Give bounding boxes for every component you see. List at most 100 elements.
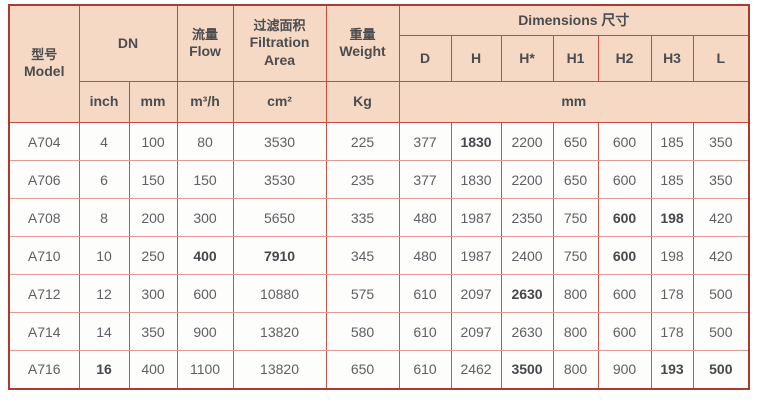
header-dimensions: Dimensions 尺寸	[398, 4, 750, 36]
cell-h: 1830	[450, 160, 502, 199]
cell-inch: 14	[78, 312, 130, 351]
cell-flow: 80	[176, 122, 234, 161]
cell-inch: 6	[78, 160, 130, 199]
header-flow-zh: 流量	[192, 26, 219, 42]
cell-h: 2097	[450, 312, 502, 351]
cell-flow: 600	[176, 274, 234, 313]
header-filtration-en2: Area	[263, 51, 296, 68]
cell-d: 480	[398, 198, 452, 237]
table-row: A708 8 200 300 5650 335 480 1987 2350 750 600 198 42…	[8, 198, 750, 237]
cell-d: 377	[398, 122, 452, 161]
cell-mm: 400	[128, 350, 178, 389]
cell-h2: 600	[597, 236, 652, 275]
cell-l: 420	[692, 198, 750, 237]
header-flow-en: Flow	[189, 42, 221, 59]
header-dim-hstar: H*	[500, 35, 554, 82]
header-dim-l: L	[692, 35, 750, 82]
cell-h_star: 2630	[500, 274, 554, 313]
cell-area: 7910	[232, 236, 327, 275]
cell-h1: 750	[552, 198, 599, 237]
cell-area: 13820	[232, 350, 327, 389]
cell-model: A712	[8, 274, 80, 313]
cell-weight: 225	[325, 122, 400, 161]
cell-h3: 178	[650, 274, 694, 313]
cell-h2: 600	[597, 198, 652, 237]
cell-h1: 800	[552, 350, 599, 389]
cell-inch: 16	[78, 350, 130, 389]
cell-flow: 900	[176, 312, 234, 351]
cell-mm: 350	[128, 312, 178, 351]
cell-inch: 8	[78, 198, 130, 237]
cell-model: A706	[8, 160, 80, 199]
cell-h3: 185	[650, 122, 694, 161]
cell-d: 480	[398, 236, 452, 275]
cell-h1: 750	[552, 236, 599, 275]
cell-h3: 185	[650, 160, 694, 199]
table-row: A704 4 100 80 3530 225 377 1830 2200 650 600 185 350	[8, 122, 750, 161]
cell-l: 500	[692, 274, 750, 313]
header-weight-zh: 重量	[349, 26, 376, 42]
cell-model: A704	[8, 122, 80, 161]
unit-area: cm²	[232, 81, 327, 123]
header-dim-d: D	[398, 35, 452, 82]
cell-inch: 10	[78, 236, 130, 275]
unit-dims-mm: mm	[398, 81, 750, 123]
cell-l: 500	[692, 312, 750, 351]
table-body: A704 4 100 80 3530 225 377 1830 2200 650 600 185 350…	[8, 122, 750, 389]
cell-weight: 345	[325, 236, 400, 275]
cell-d: 377	[398, 160, 452, 199]
cell-h_star: 2630	[500, 312, 554, 351]
cell-flow: 1100	[176, 350, 234, 389]
header-dim-h3: H3	[650, 35, 694, 82]
header-dim-h: H	[450, 35, 502, 82]
cell-h1: 650	[552, 160, 599, 199]
cell-area: 10880	[232, 274, 327, 313]
cell-l: 350	[692, 160, 750, 199]
cell-h: 2462	[450, 350, 502, 389]
cell-h: 1987	[450, 198, 502, 237]
cell-weight: 235	[325, 160, 400, 199]
spec-table: 型号 Model DN 流量 Flow 过滤面积 Filtration Area…	[8, 4, 751, 390]
cell-h_star: 3500	[500, 350, 554, 389]
cell-h_star: 2400	[500, 236, 554, 275]
cell-weight: 650	[325, 350, 400, 389]
page: 型号 Model DN 流量 Flow 过滤面积 Filtration Area…	[8, 4, 751, 390]
cell-d: 610	[398, 274, 452, 313]
cell-area: 5650	[232, 198, 327, 237]
cell-flow: 300	[176, 198, 234, 237]
cell-model: A710	[8, 236, 80, 275]
cell-h2: 600	[597, 274, 652, 313]
cell-flow: 150	[176, 160, 234, 199]
header-dim-h1: H1	[552, 35, 599, 82]
header-filtration-zh: 过滤面积	[253, 17, 306, 33]
table-row: A714 14 350 900 13820 580 610 2097 2630 800 600 178…	[8, 312, 750, 351]
cell-weight: 580	[325, 312, 400, 351]
cell-d: 610	[398, 312, 452, 351]
cell-h: 1830	[450, 122, 502, 161]
cell-h3: 198	[650, 198, 694, 237]
unit-flow: m³/h	[176, 81, 234, 123]
header-model-zh: 型号	[31, 47, 58, 63]
header-model-en: Model	[24, 63, 65, 80]
cell-l: 420	[692, 236, 750, 275]
cell-h3: 178	[650, 312, 694, 351]
cell-mm: 150	[128, 160, 178, 199]
header-dn: DN	[78, 4, 178, 82]
cell-model: A708	[8, 198, 80, 237]
cell-area: 3530	[232, 160, 327, 199]
cell-h1: 800	[552, 312, 599, 351]
header-weight: 重量 Weight	[325, 4, 400, 82]
cell-h1: 650	[552, 122, 599, 161]
cell-model: A716	[8, 350, 80, 389]
cell-l: 500	[692, 350, 750, 389]
cell-flow: 400	[176, 236, 234, 275]
cell-area: 3530	[232, 122, 327, 161]
cell-inch: 4	[78, 122, 130, 161]
cell-h2: 600	[597, 312, 652, 351]
unit-inch: inch	[78, 81, 130, 123]
table-row: A712 12 300 600 10880 575 610 2097 2630 800 600 178…	[8, 274, 750, 313]
header-filtration-en1: Filtration	[249, 34, 310, 51]
cell-h_star: 2200	[500, 122, 554, 161]
cell-d: 610	[398, 350, 452, 389]
cell-weight: 575	[325, 274, 400, 313]
